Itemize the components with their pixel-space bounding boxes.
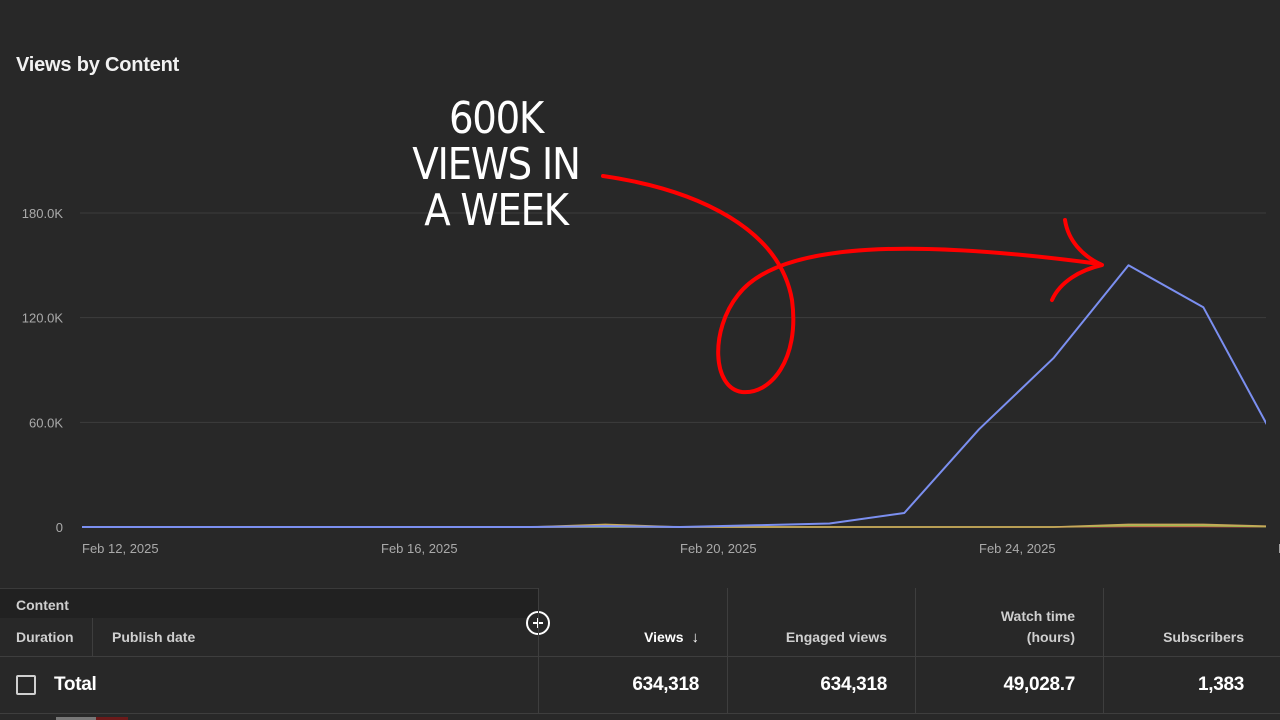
publish-date-header[interactable]: Publish date <box>112 629 196 645</box>
annotation-text: 600K VIEWS IN A WEEK <box>394 96 598 234</box>
annotation-arrowhead <box>1050 218 1104 302</box>
x-tick-label: Feb 16, 2025 <box>381 541 458 556</box>
engaged-views-header-label: Engaged views <box>785 629 887 645</box>
annotation-line: 600K <box>448 93 544 144</box>
duration-header[interactable]: Duration <box>16 629 74 645</box>
subscribers-column-header[interactable]: Subscribers <box>1103 588 1280 656</box>
watch-time-header-label: Watch time <box>1000 608 1075 624</box>
content-table: Content Duration Publish date Views ↓ Eng… <box>0 588 1280 720</box>
views-line-chart: 0 60.0K 120.0K 180.0K Feb 12, 2025 Feb 16, 20… <box>22 174 1280 556</box>
video-thumbnail[interactable] <box>96 717 128 720</box>
total-subscribers-cell: 1,383 <box>1103 657 1280 713</box>
total-subscribers-value: 1,383 <box>1197 674 1244 695</box>
views-column-header[interactable]: Views ↓ <box>538 588 727 656</box>
total-engaged-views-cell: 634,318 <box>727 657 915 713</box>
x-tick-label: Feb 24, 2025 <box>979 541 1056 556</box>
x-tick-label: Feb 20, 2025 <box>680 541 757 556</box>
video-thumbnail[interactable] <box>56 717 96 720</box>
chart-title: Views by Content <box>16 54 180 76</box>
table-divider <box>0 713 1280 714</box>
engaged-views-column-header[interactable]: Engaged views <box>727 588 915 656</box>
watch-time-column-header[interactable]: Watch time (hours) <box>915 588 1103 656</box>
y-tick-label: 60.0K <box>29 415 63 430</box>
y-tick-label: 0 <box>56 520 63 535</box>
y-tick-label: 120.0K <box>22 311 64 326</box>
x-tick-label: Feb 12, 2025 <box>82 541 159 556</box>
annotation-line: VIEWS IN <box>412 139 581 190</box>
table-row: Total 634,318 634,318 49,028.7 1,383 <box>0 657 1280 713</box>
total-views-cell: 634,318 <box>538 657 727 713</box>
total-engaged-views-value: 634,318 <box>820 674 887 695</box>
series-line <box>82 264 1266 528</box>
watch-time-header-unit: (hours) <box>1026 629 1075 645</box>
content-header: Content <box>0 588 538 618</box>
x-tick-label: Feb 28, 2025 <box>1278 541 1280 556</box>
sort-down-icon[interactable]: ↓ <box>691 629 700 646</box>
subscribers-header-label: Subscribers <box>1163 629 1244 645</box>
views-header-label: Views <box>644 629 684 645</box>
total-checkbox[interactable] <box>16 675 36 695</box>
total-views-value: 634,318 <box>632 674 699 695</box>
y-tick-label: 180.0K <box>22 206 64 221</box>
annotation-arrow <box>601 174 1102 395</box>
header-divider <box>92 618 93 656</box>
content-header-label: Content <box>16 597 69 613</box>
total-watch-time-value: 49,028.7 <box>1003 674 1075 695</box>
total-label: Total <box>54 674 97 695</box>
total-watch-time-cell: 49,028.7 <box>915 657 1103 713</box>
table-divider <box>0 656 1280 657</box>
annotation-line: A WEEK <box>424 185 569 236</box>
sub-header-row: Duration Publish date <box>0 618 538 656</box>
